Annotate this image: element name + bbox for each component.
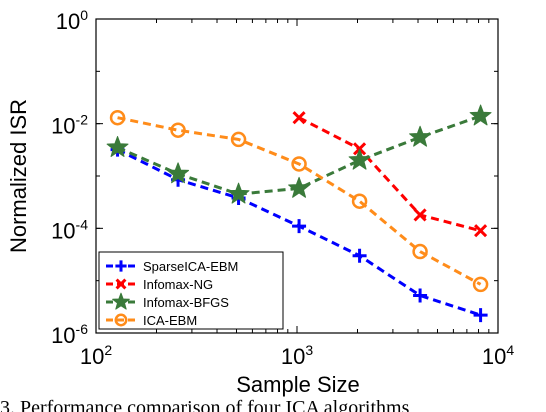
- y-tick-label-base: 10: [51, 114, 75, 139]
- y-tick-label-exponent: 0: [80, 7, 88, 23]
- legend: SparseICA-EBM Infomax-NG Infomax-BFGS ICA-E…: [98, 251, 284, 330]
- data-point-ica-ebm: [472, 276, 489, 293]
- data-point-infomax-bfgs: [288, 176, 311, 198]
- data-point-ica-ebm: [412, 243, 428, 260]
- data-point-infomax-bfgs: [469, 104, 492, 126]
- legend-item-infomax-ng: Infomax-NG: [106, 277, 213, 292]
- data-point-infomax-bfgs: [348, 148, 371, 170]
- legend-label-infomax-ng: Infomax-NG: [143, 277, 213, 292]
- x-tick-label: 103: [281, 342, 313, 369]
- data-point-ica-ebm: [291, 156, 307, 172]
- series-infomax-bfgs: [106, 104, 492, 204]
- data-point-infomax-bfgs: [227, 182, 250, 204]
- series-layer: [106, 104, 492, 323]
- data-point-ica-ebm: [170, 122, 186, 138]
- y-tick-label: 10-6: [51, 321, 88, 348]
- data-point-infomax-bfgs: [167, 162, 190, 184]
- data-point-infomax-bfgs: [409, 125, 432, 147]
- y-tick-label: 10-2: [51, 112, 88, 139]
- y-tick-label: 10-4: [51, 216, 88, 243]
- data-point-infomax-ng: [292, 111, 306, 125]
- data-point-infomax-ng: [413, 208, 427, 222]
- x-axis-label: Sample Size: [236, 372, 360, 397]
- x-tick-label-base: 10: [281, 344, 305, 369]
- data-point-sparseica-ebm: [292, 219, 307, 234]
- y-axis-label: Normalized ISR: [6, 99, 31, 253]
- legend-marker-ica-ebm: [114, 313, 128, 327]
- data-point-infomax-ng: [474, 224, 488, 238]
- y-tick-label-exponent: -2: [76, 112, 89, 128]
- legend-item-infomax-bfgs: Infomax-BFGS: [106, 292, 229, 310]
- series-ica-ebm: [109, 109, 489, 293]
- data-point-infomax-bfgs: [106, 136, 129, 157]
- legend-item-sparseica-ebm: SparseICA-EBM: [106, 259, 238, 274]
- legend-marker-sparseica-ebm: [115, 260, 127, 272]
- legend-label-infomax-bfgs: Infomax-BFGS: [143, 295, 229, 310]
- x-tick-label-base: 10: [482, 344, 506, 369]
- legend-label-ica-ebm: ICA-EBM: [143, 313, 197, 328]
- data-point-ica-ebm: [109, 109, 126, 126]
- figure-caption: 3. Performance comparison of four ICA al…: [0, 398, 410, 412]
- y-tick-label-base: 10: [51, 218, 75, 243]
- data-point-sparseica-ebm: [413, 288, 428, 303]
- series-line-infomax-ng: [298, 116, 481, 233]
- x-tick-label: 102: [80, 342, 112, 369]
- x-tick-label-base: 10: [80, 344, 104, 369]
- y-tick-label-base: 10: [56, 9, 80, 34]
- legend-marker-infomax-bfgs: [112, 292, 130, 310]
- y-tick-label-base: 10: [51, 323, 75, 348]
- y-tick-label: 100: [56, 7, 88, 34]
- data-point-ica-ebm: [351, 193, 368, 209]
- x-tick-label-exponent: 3: [305, 342, 313, 358]
- legend-marker-infomax-ng: [115, 278, 127, 290]
- y-tick-label-exponent: -6: [76, 321, 89, 337]
- x-tick-label: 104: [482, 342, 514, 369]
- y-tick-label-exponent: -4: [76, 216, 89, 232]
- legend-item-ica-ebm: ICA-EBM: [106, 313, 197, 328]
- series-line-ica-ebm: [117, 116, 482, 286]
- x-tick-label-exponent: 2: [104, 342, 112, 358]
- data-point-sparseica-ebm: [473, 308, 488, 323]
- data-point-ica-ebm: [230, 131, 247, 148]
- x-tick-label-exponent: 4: [506, 342, 514, 358]
- data-point-sparseica-ebm: [352, 248, 367, 263]
- legend-label-sparseica-ebm: SparseICA-EBM: [143, 259, 238, 274]
